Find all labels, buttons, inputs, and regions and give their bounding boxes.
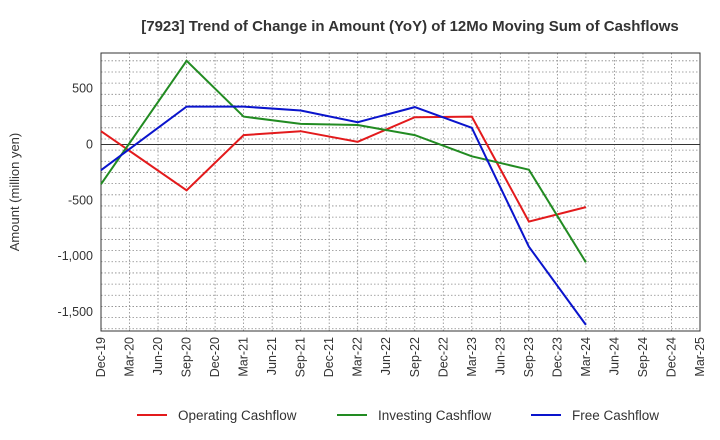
legend-item-operating: Operating Cashflow xyxy=(137,408,297,423)
legend-item-investing: Investing Cashflow xyxy=(337,408,492,423)
x-tick-label: Sep-23 xyxy=(522,337,536,377)
x-tick-label: Sep-20 xyxy=(180,337,194,377)
x-tick-label: Mar-22 xyxy=(351,337,365,377)
x-tick-label: Mar-24 xyxy=(579,337,593,377)
series-line-investing-cashflow xyxy=(100,59,587,263)
grid xyxy=(101,53,700,331)
x-tick-label: Mar-25 xyxy=(693,337,707,377)
series-line-free-cashflow xyxy=(100,105,587,326)
x-tick-label: Dec-19 xyxy=(94,337,108,377)
x-tick-label: Jun-22 xyxy=(379,337,393,375)
series-layer xyxy=(100,59,587,326)
x-tick-label: Dec-21 xyxy=(322,337,336,377)
plot-frame xyxy=(100,52,701,332)
x-axis-ticks: Dec-19 Mar-20 Jun-20 Sep-20 Dec-20 Mar-21 Jun-… xyxy=(94,337,707,377)
y-axis-label: Amount (million yen) xyxy=(7,133,22,252)
y-tick-label: 500 xyxy=(72,82,93,96)
x-tick-label: Dec-22 xyxy=(436,337,450,377)
x-tick-label: Mar-21 xyxy=(237,337,251,377)
x-tick-label: Jun-23 xyxy=(493,337,507,375)
x-tick-label: Mar-20 xyxy=(123,337,137,377)
x-tick-label: Dec-23 xyxy=(550,337,564,377)
chart-title: [7923] Trend of Change in Amount (YoY) o… xyxy=(141,18,679,35)
y-axis-ticks: 500 0 -500 -1,000 -1,500 xyxy=(58,82,94,319)
y-tick-label: -1,000 xyxy=(58,249,93,263)
x-tick-label: Mar-23 xyxy=(465,337,479,377)
x-tick-label: Sep-21 xyxy=(294,337,308,377)
legend: Operating Cashflow Investing Cashflow Fr… xyxy=(137,408,659,423)
series-line-operating-cashflow xyxy=(100,115,587,223)
x-tick-label: Sep-22 xyxy=(408,337,422,377)
y-tick-label: -1,500 xyxy=(58,305,93,319)
x-tick-label: Dec-24 xyxy=(664,337,678,377)
legend-label-free: Free Cashflow xyxy=(572,408,659,423)
x-tick-label: Sep-24 xyxy=(636,337,650,377)
y-tick-label: 0 xyxy=(86,138,93,152)
x-tick-label: Jun-24 xyxy=(607,337,621,375)
y-tick-label: -500 xyxy=(68,193,93,207)
legend-label-operating: Operating Cashflow xyxy=(178,408,297,423)
x-tick-label: Jun-20 xyxy=(151,337,165,375)
legend-label-investing: Investing Cashflow xyxy=(378,408,492,423)
x-tick-label: Dec-20 xyxy=(208,337,222,377)
legend-item-free: Free Cashflow xyxy=(531,408,659,423)
x-tick-label: Jun-21 xyxy=(265,337,279,375)
